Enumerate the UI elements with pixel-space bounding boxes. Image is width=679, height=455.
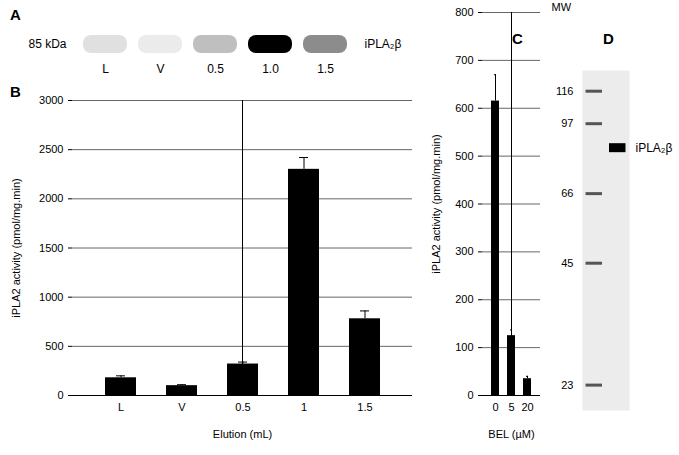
svg-text:97: 97 xyxy=(561,117,573,129)
svg-text:500: 500 xyxy=(45,340,63,352)
svg-text:116: 116 xyxy=(556,85,574,97)
svg-text:300: 300 xyxy=(455,245,473,257)
svg-text:100: 100 xyxy=(455,341,473,353)
svg-text:800: 800 xyxy=(455,6,473,18)
svg-text:0: 0 xyxy=(492,401,498,413)
svg-text:0: 0 xyxy=(57,389,63,401)
svg-text:2500: 2500 xyxy=(39,143,63,155)
svg-text:V: V xyxy=(178,401,186,413)
svg-text:Elution (mL): Elution (mL) xyxy=(213,428,272,440)
svg-text:1.5: 1.5 xyxy=(317,62,334,76)
svg-text:MW: MW xyxy=(552,1,572,13)
svg-text:20: 20 xyxy=(521,401,533,413)
svg-text:iPLA₂β: iPLA₂β xyxy=(636,141,673,155)
html-text:D: D xyxy=(603,30,614,47)
svg-text:700: 700 xyxy=(455,54,473,66)
svg-text:0.5: 0.5 xyxy=(235,401,250,413)
svg-text:iPLA₂β: iPLA₂β xyxy=(365,37,402,51)
svg-text:500: 500 xyxy=(455,150,473,162)
svg-text:BEL (µM): BEL (µM) xyxy=(488,428,534,440)
html-text:A: A xyxy=(10,6,21,23)
svg-text:1500: 1500 xyxy=(39,242,63,254)
svg-text:L: L xyxy=(102,62,109,76)
svg-text:85 kDa: 85 kDa xyxy=(28,37,66,51)
svg-text:23: 23 xyxy=(561,379,573,391)
svg-text:400: 400 xyxy=(455,198,473,210)
svg-text:L: L xyxy=(118,401,124,413)
svg-text:1.0: 1.0 xyxy=(262,62,279,76)
html-text:B: B xyxy=(10,83,21,100)
svg-text:200: 200 xyxy=(455,293,473,305)
svg-text:V: V xyxy=(156,62,164,76)
svg-text:600: 600 xyxy=(455,102,473,114)
svg-text:1000: 1000 xyxy=(39,291,63,303)
svg-text:2000: 2000 xyxy=(39,192,63,204)
svg-text:0: 0 xyxy=(467,389,473,401)
svg-text:0.5: 0.5 xyxy=(207,62,224,76)
svg-text:iPLA2 activity (pmol/mg.min): iPLA2 activity (pmol/mg.min) xyxy=(10,178,22,317)
svg-text:iPLA2 activity (pmol/mg.min): iPLA2 activity (pmol/mg.min) xyxy=(430,134,442,273)
svg-text:5: 5 xyxy=(508,401,514,413)
svg-text:1: 1 xyxy=(301,401,307,413)
svg-text:66: 66 xyxy=(561,187,573,199)
svg-text:3000: 3000 xyxy=(39,94,63,106)
html-text:C: C xyxy=(512,30,523,47)
svg-text:1.5: 1.5 xyxy=(357,401,372,413)
svg-text:45: 45 xyxy=(561,257,573,269)
